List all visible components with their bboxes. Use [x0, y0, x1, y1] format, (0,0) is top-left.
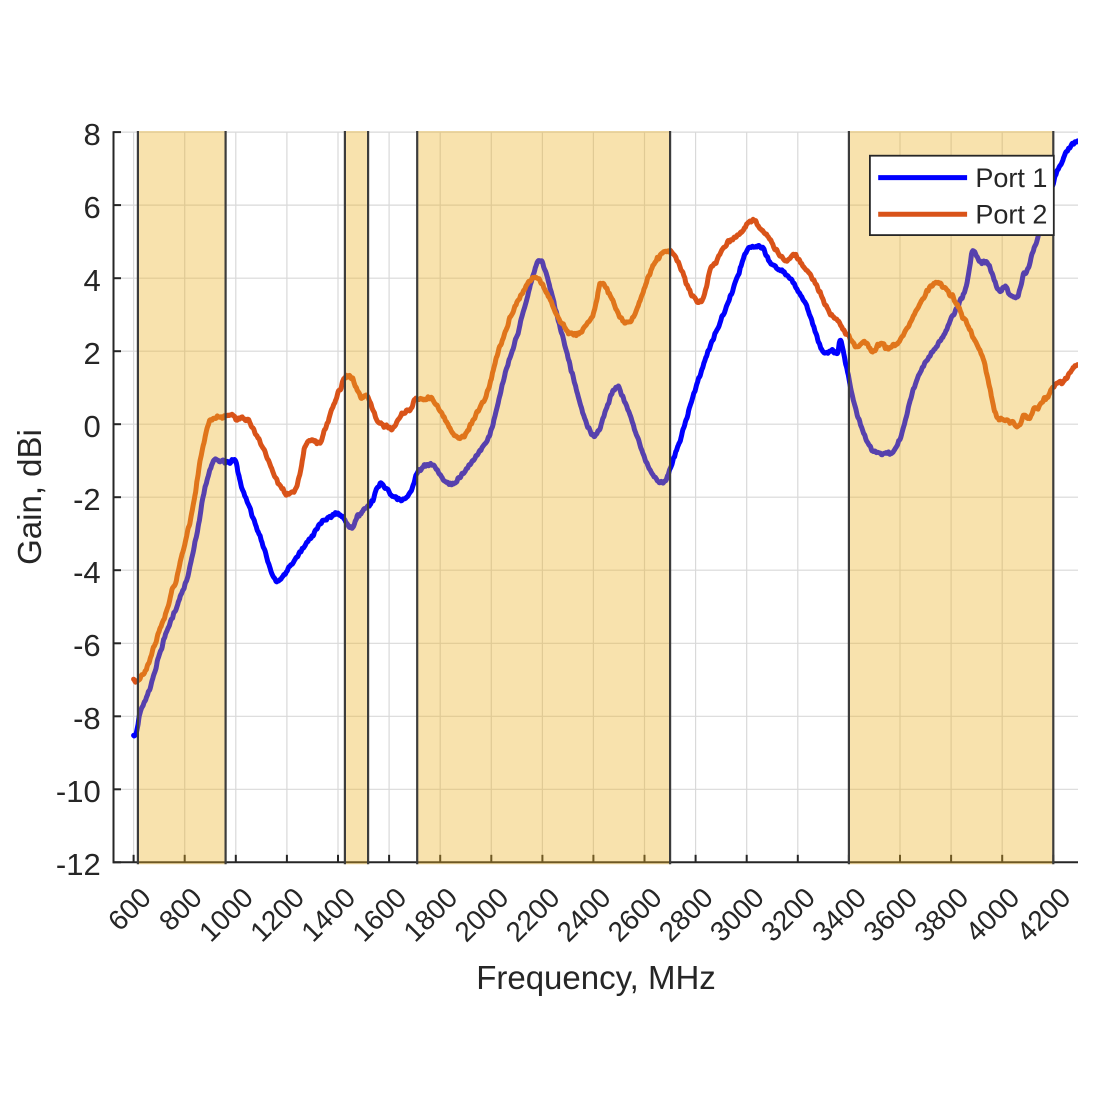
svg-text:-4: -4 — [73, 555, 101, 590]
svg-text:-6: -6 — [73, 628, 101, 663]
svg-text:4: 4 — [83, 263, 100, 298]
svg-text:-2: -2 — [73, 482, 101, 517]
svg-text:Port 1: Port 1 — [975, 163, 1047, 193]
svg-text:8: 8 — [83, 117, 100, 152]
svg-text:6: 6 — [83, 190, 100, 225]
svg-text:-12: -12 — [56, 847, 101, 882]
svg-text:-8: -8 — [73, 701, 101, 736]
svg-text:Gain, dBi: Gain, dBi — [11, 429, 48, 565]
svg-text:-10: -10 — [56, 774, 101, 809]
svg-text:Frequency, MHz: Frequency, MHz — [476, 959, 716, 996]
svg-text:2: 2 — [83, 336, 100, 371]
svg-text:0: 0 — [83, 409, 100, 444]
svg-text:Port 2: Port 2 — [975, 199, 1047, 229]
